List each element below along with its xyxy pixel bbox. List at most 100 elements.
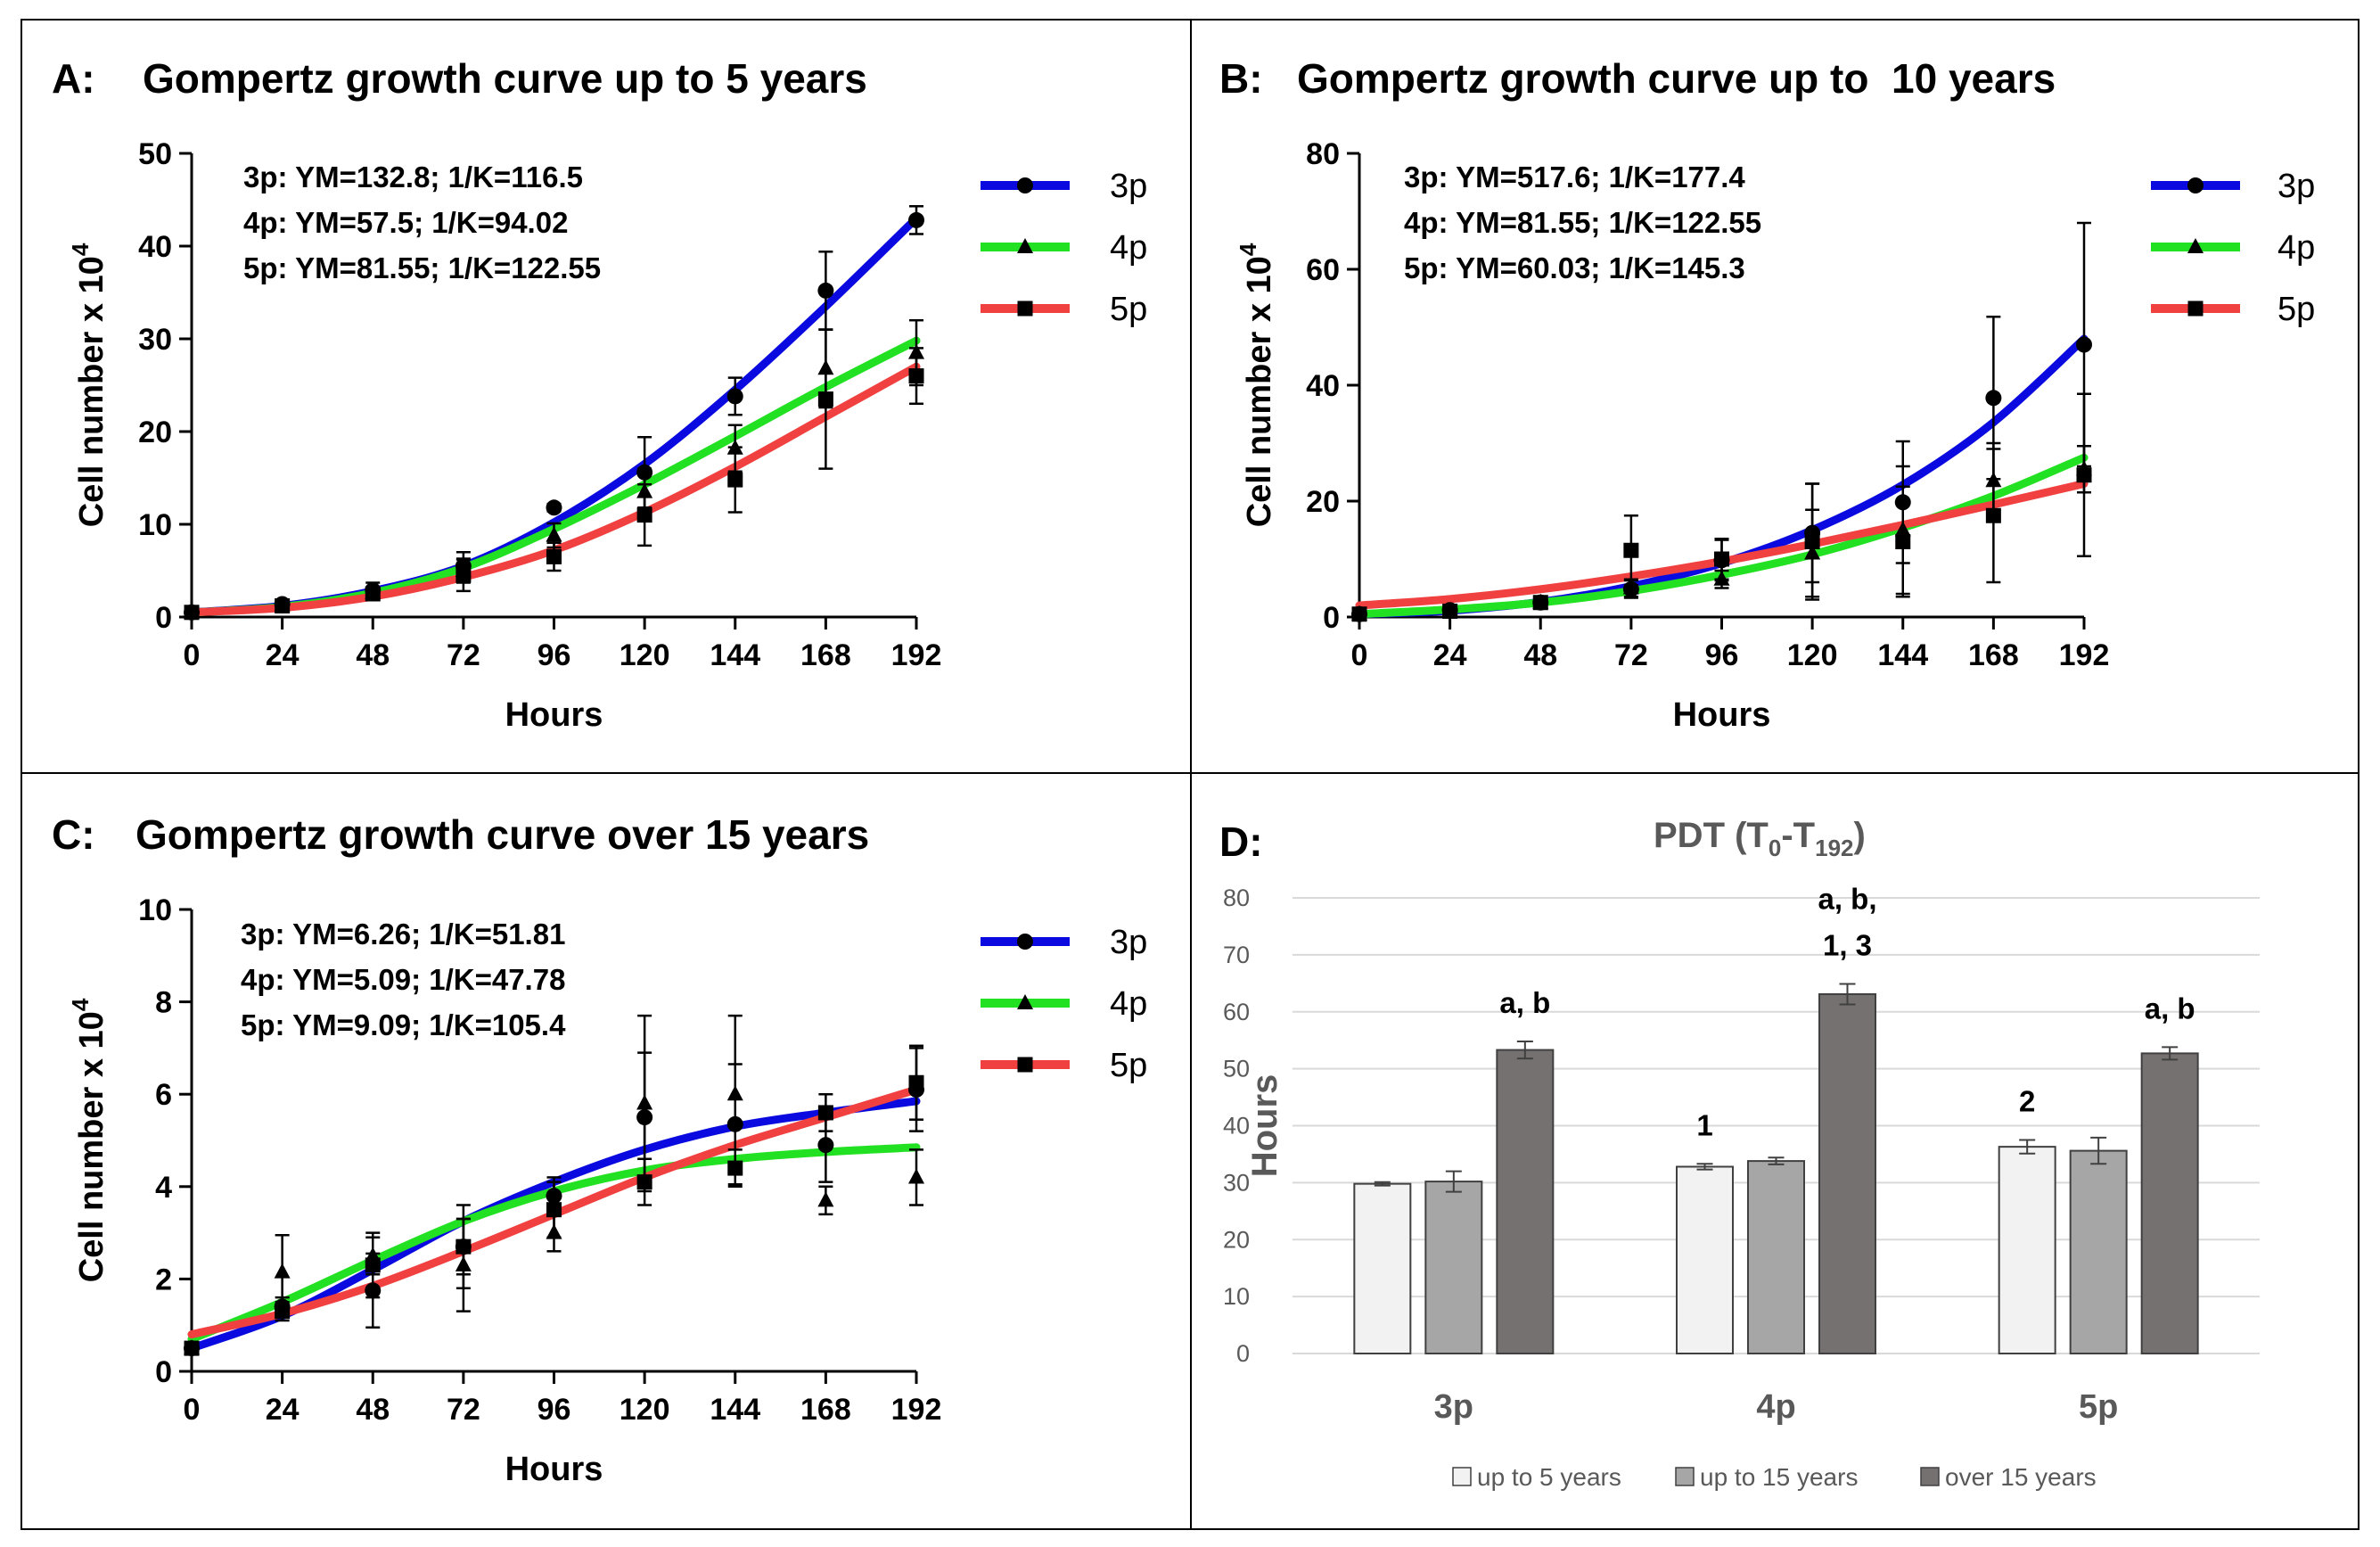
panel-c-point-4p (817, 1191, 834, 1207)
panel-a-legend-label-4p: 4p (1110, 229, 1147, 267)
panel-d-title-sub1: 192 (1815, 835, 1853, 861)
panel-c-point-4p (726, 1085, 743, 1101)
panel-b-x-tick-label: 48 (1523, 638, 1557, 672)
panel-d-significance-label: a, b, (1818, 882, 1876, 915)
panel-c-x-tick-label: 192 (891, 1393, 942, 1427)
panel-a-title: Gompertz growth curve up to 5 years (143, 55, 867, 102)
panel-b-y-tick-label: 80 (1306, 137, 1340, 171)
panel-d-bar-5p-1 (1998, 1146, 2056, 1355)
panel-a-point-5p (275, 598, 291, 614)
panel-b-y-axis-label-text: Cell number x 10 (1241, 256, 1278, 527)
panel-b-y-tick-label: 20 (1306, 485, 1340, 519)
panel-c-x-axis-label: Hours (505, 1451, 603, 1488)
panel-b-x-tick-label: 96 (1705, 638, 1739, 672)
panel-b-x-axis-label: Hours (1673, 696, 1771, 734)
panel-d-title-dash: -T (1781, 816, 1815, 855)
panel-b-point-5p (1351, 606, 1367, 622)
panel-a-point-3p (817, 282, 834, 299)
panel-b-x-tick-label: 192 (2059, 638, 2110, 672)
panel-c-point-5p (546, 1202, 562, 1218)
panel-c-point-4p (274, 1263, 291, 1279)
panel-b-legend-marker-3p (2187, 177, 2204, 193)
panel-b-point-5p (1623, 542, 1639, 558)
panel-a-x-tick-label: 24 (266, 638, 300, 672)
panel-c-y-tick-label: 6 (155, 1078, 172, 1112)
panel-a-legend-marker-3p (1017, 177, 1033, 193)
panel-d-legend-label: up to 5 years (1477, 1463, 1621, 1491)
panel-b-point-5p (2076, 467, 2092, 483)
panel-b-x-tick-label: 120 (1787, 638, 1838, 672)
panel-b-y-axis-label: Cell number x 104 (1235, 243, 1278, 527)
panel-d-bar-4p-3 (1818, 992, 1876, 1354)
panel-a-y-axis-label-text: Cell number x 10 (73, 256, 111, 527)
panel-a-point-4p (546, 526, 562, 542)
panel-a-x-tick-label: 48 (356, 638, 390, 672)
panel-c-x-tick-label: 96 (538, 1393, 571, 1427)
panel-a-curve-5p (187, 362, 921, 617)
panel-d-y-tick-label: 0 (1236, 1340, 1250, 1367)
panel-d-significance-label: 1, 3 (1823, 928, 1872, 961)
panel-d-significance-label: 1 (1696, 1108, 1712, 1141)
panel-d-significance-label: a, b (2145, 992, 2195, 1024)
panel-b-title: Gompertz growth curve up to 10 years (1297, 55, 2056, 102)
panel-d-title-close: ) (1854, 816, 1866, 855)
panel-c-y-tick-label: 4 (155, 1171, 172, 1205)
panel-a-x-tick-label: 168 (800, 638, 851, 672)
panel-d-frame (1190, 772, 2359, 1530)
panel-b-point-5p (1804, 534, 1820, 549)
panel-c-point-5p (636, 1174, 652, 1190)
panel-d-legend-swatch (1452, 1467, 1472, 1486)
panel-d-y-tick-label: 50 (1223, 1056, 1250, 1082)
panel-b-legend-label-3p: 3p (2277, 168, 2315, 205)
panel-a-x-tick-label: 72 (447, 638, 480, 672)
panel-d-label: D: (1219, 819, 1263, 865)
panel-d-bar-5p-2 (2069, 1149, 2128, 1354)
panel-c-x-tick-label: 24 (266, 1393, 300, 1427)
panel-c-point-5p (455, 1238, 472, 1255)
panel-a-x-tick-label: 96 (538, 638, 571, 672)
panel-c-point-5p (908, 1074, 924, 1090)
panel-d-significance-label: 2 (2019, 1084, 2035, 1117)
panel-c-point-4p (636, 1094, 653, 1110)
panel-b-point-5p (1532, 595, 1548, 611)
panel-c-y-axis-label: Cell number x 104 (67, 998, 111, 1282)
panel-a-y-tick-label: 50 (138, 137, 172, 171)
panel-a-x-tick-label: 192 (891, 638, 942, 672)
panel-a-y-axis-label: Cell number x 104 (67, 243, 111, 527)
panel-a-point-5p (817, 391, 833, 407)
panel-d-bar-4p-2 (1747, 1160, 1805, 1355)
panel-b-point-5p (1895, 534, 1911, 549)
panel-c-point-5p (727, 1160, 743, 1176)
panel-d-title-sub0: 0 (1769, 835, 1781, 861)
panel-a-legend-marker-4p (1017, 238, 1033, 253)
panel-b-point-5p (1442, 604, 1458, 619)
panel-a-legend-label-5p: 5p (1110, 291, 1147, 328)
panel-c-point-5p (365, 1257, 381, 1273)
panel-b-y-tick-label: 60 (1306, 253, 1340, 287)
panel-b-label: B: (1219, 55, 1263, 102)
panel-d-legend-label: up to 15 years (1700, 1463, 1858, 1491)
panel-a-label: A: (52, 55, 95, 102)
panel-b-x-tick-label: 0 (1351, 638, 1368, 672)
panel-c-legend-label-5p: 5p (1110, 1047, 1147, 1084)
panel-c-point-3p (817, 1137, 834, 1154)
panel-b-legend-label-5p: 5p (2277, 291, 2315, 328)
panel-b-y-axis-label-exponent: 4 (1235, 243, 1261, 256)
panel-a-y-tick-label: 40 (138, 230, 172, 264)
panel-c-y-tick-label: 2 (155, 1263, 172, 1296)
panel-c-x-tick-label: 168 (800, 1393, 851, 1427)
panel-a-y-axis-label-exponent: 4 (67, 243, 94, 256)
panel-c-y-axis-label-exponent: 4 (67, 998, 94, 1011)
panel-c-title: Gompertz growth curve over 15 years (135, 811, 869, 858)
panel-b-fit-annotation: 3p: YM=517.6; 1/K=177.4 (1404, 160, 1745, 193)
panel-b-fit-annotation: 4p: YM=81.55; 1/K=122.55 (1404, 206, 1761, 239)
panel-c-point-5p (817, 1105, 833, 1121)
panel-c-fit-annotation: 3p: YM=6.26; 1/K=51.81 (241, 918, 565, 950)
panel-d-y-axis-label: Hours (1245, 1074, 1284, 1178)
panel-c-legend-marker-3p (1017, 934, 1033, 950)
panel-c-x-tick-label: 48 (356, 1393, 390, 1427)
panel-d-category-label: 5p (2079, 1388, 2118, 1426)
panel-a-y-tick-label: 10 (138, 508, 172, 542)
panel-b-x-tick-label: 144 (1877, 638, 1928, 672)
